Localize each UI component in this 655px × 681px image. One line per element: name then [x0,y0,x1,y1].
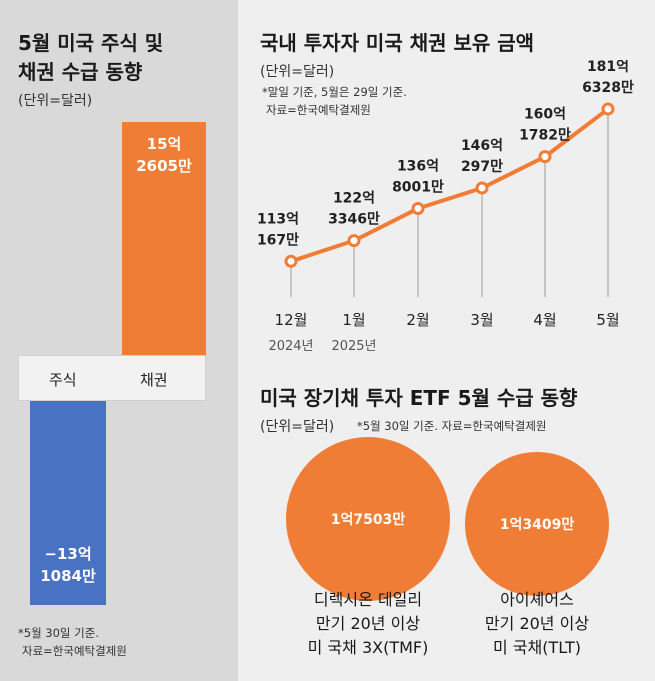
etf-name-tmf-line3: 미 국채 3X(TMF) [307,638,429,657]
etf-name-tlt-line2: 만기 20년 이상 [484,614,590,633]
x-tick-label: 4월 [533,311,556,329]
left-note-line1: *5월 30일 기준. [18,626,99,640]
stock-label-line2: 1084만 [40,567,96,585]
stock-label-line1: −13억 [44,545,92,563]
etf-name-tmf-line1: 디렉시온 데일리 [313,590,423,609]
data-point [411,202,425,216]
x-tick-label: 12월 [275,311,308,329]
data-label: 113억 [257,211,299,227]
etf-name-tlt-line1: 아이셰어스 [500,590,574,609]
data-label: 8001만 [392,180,444,196]
data-label: 3346만 [328,212,380,228]
line-chart: 113억 167만 12월 2024년 122억 3346만 1월 2025년 136억 8001… [257,60,634,354]
etf-circle-tlt-label: 1억3409만 [499,517,575,533]
data-label: 6328만 [582,80,634,96]
line-chart-note-line1: *말일 기준, 5월은 29일 기준. [262,85,407,99]
x-tick-label: 3월 [470,311,493,329]
line-chart-title: 국내 투자자 미국 채권 보유 금액 [260,31,535,55]
data-point [538,150,552,164]
bond-bar-label: 15억 2605만 [122,133,206,177]
category-stock: 주식 [49,371,77,389]
data-point [347,234,361,248]
etf-name-tmf-line2: 만기 20년 이상 [315,614,421,633]
line-chart-unit: (단위=달러) [260,64,335,80]
etf-title: 미국 장기채 투자 ETF 5월 수급 동향 [260,386,578,410]
data-label: 122억 [333,191,375,207]
series-line [290,107,610,264]
etf-name-tlt: 아이셰어스 만기 20년 이상 미 국채(TLT) [437,588,637,660]
x-tick-label: 5월 [596,311,619,329]
data-label: 136억 [397,159,439,175]
data-point [475,181,489,195]
data-label: 1782만 [519,128,571,144]
etf-name-tmf: 디렉시온 데일리 만기 20년 이상 미 국채 3X(TMF) [268,588,468,660]
x-tick-year: 2025년 [331,339,376,354]
stock-bar [30,401,106,605]
etf-circle-tmf-label: 1억7503만 [330,512,406,528]
left-title-line2: 채권 수급 동향 [18,60,143,84]
left-note-line2: 자료=한국예탁결제원 [22,644,127,658]
x-tick-year: 2024년 [268,339,313,354]
etf-note: *5월 30일 기준. 자료=한국예탁결제원 [357,419,547,433]
bond-label-line2: 2605만 [136,157,192,175]
data-point [601,102,615,116]
data-label: 160억 [524,107,566,123]
left-unit: (단위=달러) [18,93,93,109]
left-title-line1: 5월 미국 주식 및 [18,31,164,55]
data-label: 167만 [257,232,299,248]
stock-bar-label: −13억 1084만 [30,543,106,587]
bond-label-line1: 15억 [146,135,182,153]
data-label: 297만 [461,159,503,175]
line-chart-note-line2: 자료=한국예탁결제원 [266,103,371,117]
etf-unit: (단위=달러) [260,419,335,435]
data-label: 146억 [461,138,503,154]
etf-name-tlt-line3: 미 국채(TLT) [493,638,581,657]
data-point [284,254,298,268]
category-axis-box: 주식 채권 [18,355,206,401]
x-tick-label: 2월 [406,311,429,329]
category-bond: 채권 [140,371,168,389]
etf-circle-tmf [286,437,450,601]
etf-circle-tlt [465,452,609,596]
data-label: 181억 [587,60,629,75]
bond-bar [122,122,206,355]
x-tick-label: 1월 [342,311,365,329]
